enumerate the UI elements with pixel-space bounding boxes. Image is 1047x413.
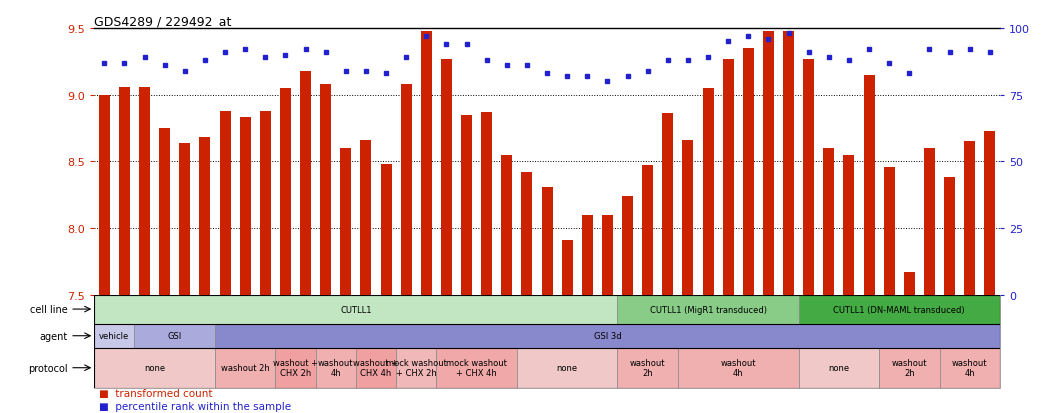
- Bar: [482, 113, 492, 295]
- Bar: [159, 128, 171, 295]
- Bar: [461, 115, 472, 295]
- Bar: [179, 143, 191, 295]
- Text: vehicle: vehicle: [99, 331, 130, 340]
- Bar: [864, 76, 874, 295]
- Bar: [642, 166, 653, 295]
- Text: CUTLL1 (MigR1 transduced): CUTLL1 (MigR1 transduced): [649, 305, 766, 314]
- Bar: [541, 187, 553, 295]
- Bar: [437, 348, 517, 387]
- Bar: [401, 85, 411, 295]
- Bar: [240, 118, 250, 295]
- Bar: [260, 112, 271, 295]
- Bar: [622, 197, 633, 295]
- Text: ■  transformed count: ■ transformed count: [98, 388, 213, 398]
- Bar: [742, 49, 754, 295]
- Bar: [396, 348, 437, 387]
- Bar: [923, 149, 935, 295]
- Text: CUTLL1 (DN-MAML transduced): CUTLL1 (DN-MAML transduced): [833, 305, 965, 314]
- Bar: [783, 31, 794, 295]
- Text: CUTLL1: CUTLL1: [340, 305, 372, 314]
- Text: washout
2h: washout 2h: [630, 358, 666, 377]
- Text: cell line: cell line: [30, 304, 68, 314]
- Bar: [360, 140, 372, 295]
- Bar: [320, 85, 331, 295]
- Text: washout 2h: washout 2h: [221, 363, 269, 373]
- Bar: [119, 88, 130, 295]
- Text: GDS4289 / 229492_at: GDS4289 / 229492_at: [94, 15, 231, 28]
- Text: washout
4h: washout 4h: [952, 358, 987, 377]
- Bar: [199, 138, 210, 295]
- Text: GSI 3d: GSI 3d: [594, 331, 621, 340]
- Bar: [618, 295, 799, 324]
- Bar: [521, 173, 533, 295]
- Text: GSI: GSI: [168, 331, 182, 340]
- Bar: [561, 240, 573, 295]
- Text: washout
4h: washout 4h: [318, 358, 354, 377]
- Bar: [677, 348, 799, 387]
- Bar: [300, 71, 311, 295]
- Text: none: none: [828, 363, 849, 373]
- Bar: [964, 142, 975, 295]
- Bar: [502, 155, 512, 295]
- Bar: [421, 31, 431, 295]
- Bar: [663, 114, 673, 295]
- Text: washout
4h: washout 4h: [720, 358, 756, 377]
- Text: mock washout
+ CHX 2h: mock washout + CHX 2h: [385, 358, 447, 377]
- Bar: [939, 348, 1000, 387]
- Bar: [94, 324, 134, 348]
- Bar: [944, 178, 955, 295]
- Text: none: none: [144, 363, 165, 373]
- Text: agent: agent: [40, 331, 68, 341]
- Text: mock washout
+ CHX 4h: mock washout + CHX 4h: [446, 358, 507, 377]
- Bar: [380, 164, 392, 295]
- Text: washout +
CHX 4h: washout + CHX 4h: [354, 358, 399, 377]
- Bar: [683, 140, 693, 295]
- Bar: [763, 31, 774, 295]
- Text: none: none: [557, 363, 578, 373]
- Text: washout
2h: washout 2h: [892, 358, 927, 377]
- Bar: [280, 89, 291, 295]
- Bar: [220, 112, 230, 295]
- Text: washout +
CHX 2h: washout + CHX 2h: [273, 358, 318, 377]
- Bar: [275, 348, 315, 387]
- Bar: [356, 348, 396, 387]
- Text: protocol: protocol: [28, 363, 68, 373]
- Bar: [340, 149, 352, 295]
- Bar: [799, 295, 1000, 324]
- Bar: [134, 324, 215, 348]
- Bar: [703, 89, 714, 295]
- Bar: [94, 295, 618, 324]
- Bar: [215, 348, 275, 387]
- Text: ■  percentile rank within the sample: ■ percentile rank within the sample: [98, 401, 291, 411]
- Bar: [582, 215, 593, 295]
- Bar: [98, 95, 110, 295]
- Bar: [803, 59, 815, 295]
- Bar: [602, 215, 612, 295]
- Bar: [884, 167, 895, 295]
- Bar: [722, 59, 734, 295]
- Bar: [215, 324, 1000, 348]
- Bar: [441, 59, 452, 295]
- Bar: [94, 348, 215, 387]
- Bar: [823, 149, 834, 295]
- Bar: [139, 88, 150, 295]
- Bar: [904, 272, 915, 295]
- Bar: [799, 348, 879, 387]
- Bar: [618, 348, 677, 387]
- Bar: [315, 348, 356, 387]
- Bar: [517, 348, 618, 387]
- Bar: [984, 131, 996, 295]
- Bar: [844, 155, 854, 295]
- Bar: [879, 348, 939, 387]
